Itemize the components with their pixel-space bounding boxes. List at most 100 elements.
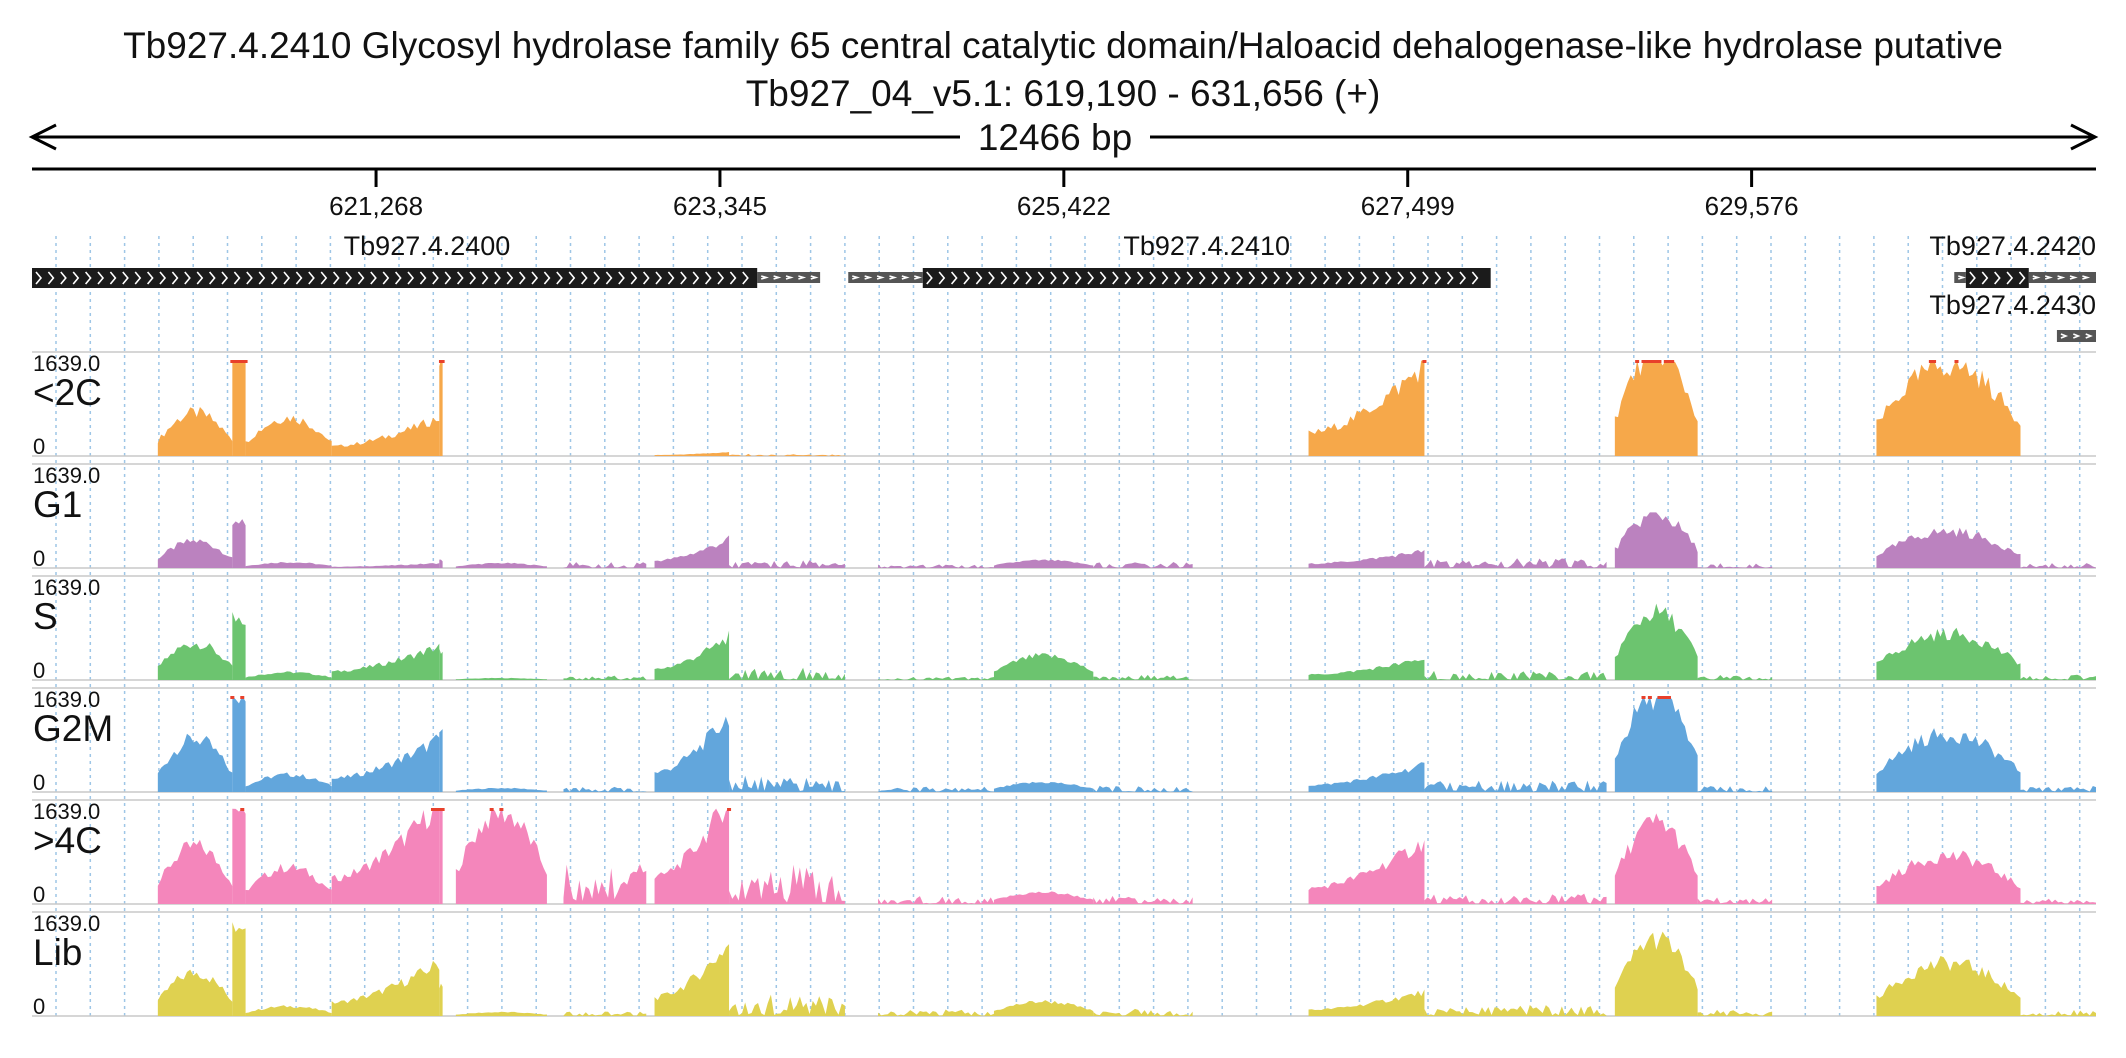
strand-chevron <box>2032 275 2041 280</box>
strand-chevron <box>357 271 365 285</box>
coverage-area <box>729 994 845 1016</box>
clip-marker <box>1657 696 1662 699</box>
strand-chevron <box>1397 271 1405 285</box>
clip-marker <box>1954 360 1959 363</box>
strand-chevron <box>481 271 489 285</box>
ruler-tick-label: 623,345 <box>673 191 767 221</box>
strand-chevron <box>146 271 154 285</box>
coverage-area <box>331 734 440 792</box>
coverage-area <box>1697 563 1773 568</box>
coverage-track: 1639.0<2C 0 <box>32 351 2096 459</box>
strand-chevron <box>1248 271 1256 285</box>
coverage-area <box>245 671 332 680</box>
utr-5-bar <box>848 272 923 283</box>
coverage-area <box>654 716 730 792</box>
coverage-area <box>878 786 994 792</box>
strand-chevron <box>1198 271 1206 285</box>
strand-chevron <box>1310 271 1318 285</box>
clip-marker <box>727 808 732 811</box>
strand-chevron <box>171 271 179 285</box>
clip-marker <box>1654 360 1659 363</box>
coverage-area <box>232 612 246 680</box>
gene-name-label: Tb927.4.2400 <box>344 231 511 261</box>
strand-chevron <box>109 271 117 285</box>
strand-chevron <box>506 271 514 285</box>
strand-chevron <box>810 275 819 280</box>
clip-marker <box>499 808 504 811</box>
strand-chevron <box>988 271 995 285</box>
strand-chevron <box>258 271 266 285</box>
strand-chevron <box>1446 271 1454 285</box>
coverage-area <box>1614 931 1698 1016</box>
span-label: 12466 bp <box>978 117 1132 158</box>
strand-chevron <box>950 271 958 285</box>
strand-chevron <box>926 271 933 285</box>
gene-title: Tb927.4.2410 Glycosyl hydrolase family 6… <box>123 25 2003 66</box>
clip-marker <box>1666 696 1671 699</box>
clip-marker <box>1641 360 1646 363</box>
strand-chevron <box>233 271 241 285</box>
coverage-area <box>1424 558 1607 568</box>
strand-chevron <box>184 271 191 285</box>
strand-chevron <box>963 271 971 285</box>
track-min-label: 0 <box>33 546 45 571</box>
strand-chevron <box>2044 275 2053 280</box>
coverage-area <box>993 559 1094 568</box>
coverage-area <box>1614 512 1698 568</box>
strand-chevron <box>618 271 625 285</box>
strand-chevron <box>1074 271 1082 285</box>
coverage-area <box>563 675 647 680</box>
coverage-area <box>1876 955 2021 1016</box>
coverage-track: 1639.0>4C 0 <box>32 799 2096 907</box>
clip-marker <box>434 808 439 811</box>
gene-feature[interactable]: Tb927.4.2400 <box>32 231 821 288</box>
coverage-area <box>993 891 1094 904</box>
coverage-area <box>654 451 730 456</box>
strand-chevron <box>122 271 129 285</box>
strand-chevron <box>742 271 749 285</box>
coverage-area <box>1093 562 1193 568</box>
gene-feature[interactable]: Tb927.4.2410 <box>848 231 1491 288</box>
strand-chevron <box>494 271 501 285</box>
track-min-label: 0 <box>33 882 45 907</box>
coverage-area <box>1876 728 2021 792</box>
gene-feature[interactable]: Tb927.4.2420 <box>1929 231 2096 288</box>
coverage-area <box>1614 813 1698 904</box>
coverage-area <box>157 538 233 568</box>
strand-chevron <box>407 271 415 285</box>
clip-marker <box>430 808 435 811</box>
clip-marker <box>1932 360 1937 363</box>
strand-chevron <box>543 271 551 285</box>
clip-marker <box>1422 360 1427 363</box>
coverage-area <box>1093 1008 1193 1016</box>
coverage-area <box>157 733 233 792</box>
strand-chevron <box>444 271 452 285</box>
clip-marker <box>440 360 445 363</box>
coverage-area <box>1876 627 2021 680</box>
coverage-area <box>331 808 440 904</box>
strand-chevron <box>1136 271 1144 285</box>
clip-marker <box>440 808 445 811</box>
gene-name-label: Tb927.4.2430 <box>1929 290 2096 320</box>
coverage-area <box>1876 527 2021 568</box>
strand-chevron <box>60 271 67 285</box>
coverage-area <box>439 559 443 568</box>
strand-chevron <box>97 271 105 285</box>
strand-chevron <box>1958 275 1967 280</box>
coverage-area <box>993 1000 1094 1016</box>
coverage-area <box>993 653 1094 680</box>
coverage-area <box>439 808 443 904</box>
gene-feature[interactable]: Tb927.4.2430 <box>1929 290 2096 342</box>
coverage-area <box>1614 696 1698 792</box>
ruler-tick-label: 629,576 <box>1705 191 1799 221</box>
coverage-area <box>157 407 233 456</box>
strand-chevron <box>332 271 340 285</box>
coverage-area <box>331 643 440 680</box>
strand-chevron <box>1260 271 1268 285</box>
coverage-area <box>1697 1009 1773 1016</box>
coverage-area <box>157 643 233 680</box>
clip-marker <box>233 360 238 363</box>
coverage-area <box>455 1011 547 1016</box>
coverage-area <box>729 667 845 680</box>
coverage-area <box>1614 360 1698 456</box>
